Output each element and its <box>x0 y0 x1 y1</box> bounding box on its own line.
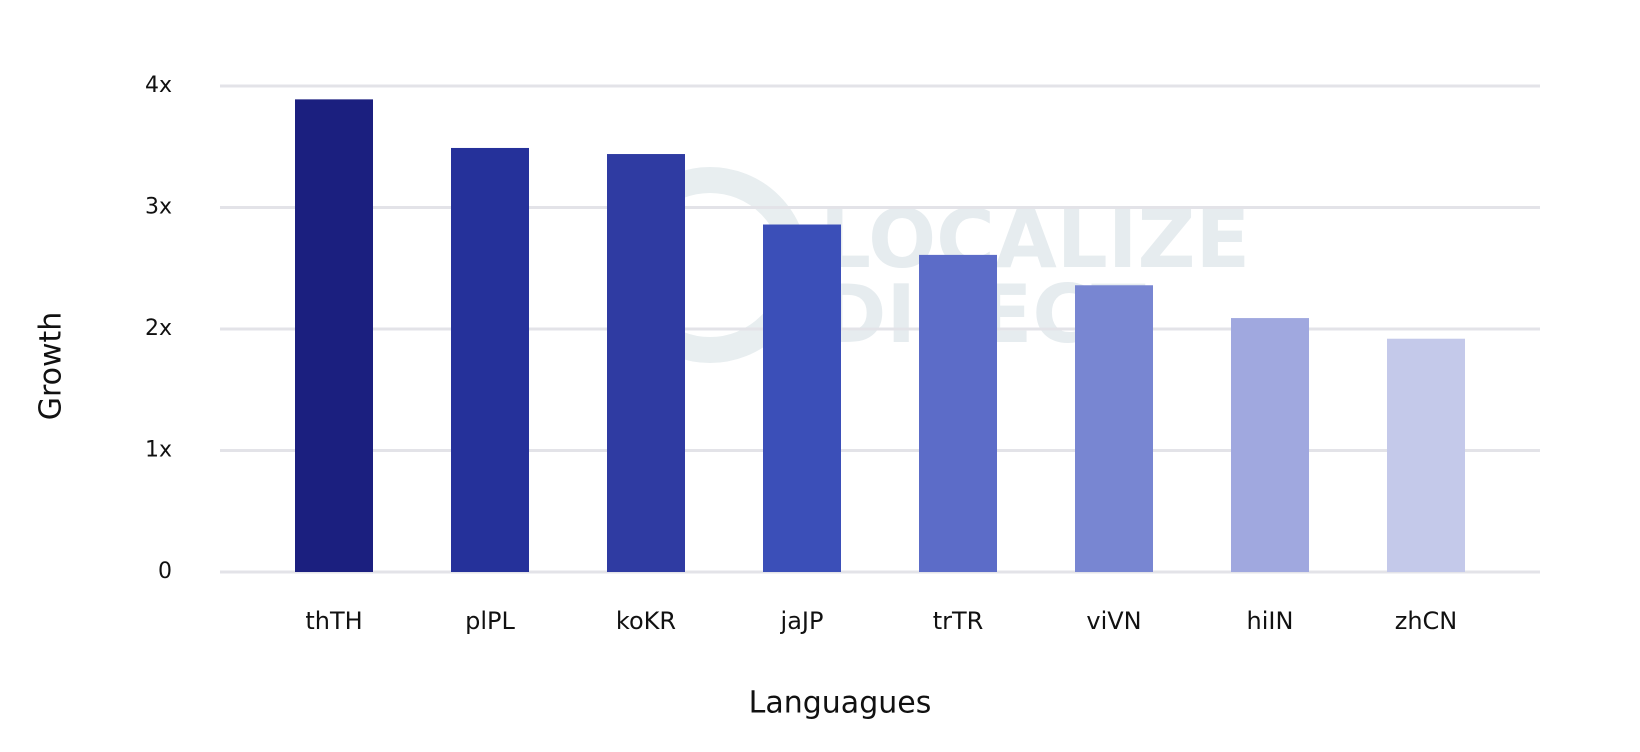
x-tick-label: zhCN <box>1395 607 1458 635</box>
bar <box>919 254 997 572</box>
x-axis-title: Languagues <box>749 686 932 721</box>
bar <box>607 154 685 573</box>
x-tick-label: koKR <box>616 607 676 635</box>
y-tick-label: 2x <box>145 316 172 341</box>
x-tick-label: thTH <box>305 607 362 635</box>
bar <box>763 224 841 572</box>
y-tick-label: 0 <box>158 559 172 584</box>
x-tick-label: plPL <box>465 607 515 635</box>
bar <box>451 147 529 572</box>
y-axis-title: Growth <box>34 312 69 421</box>
y-tick-label: 3x <box>145 195 172 220</box>
y-tick-label: 1x <box>145 438 172 463</box>
x-tick-label: jaJP <box>780 607 824 635</box>
bar <box>1075 285 1153 572</box>
x-tick-label: hiIN <box>1247 607 1294 635</box>
bar <box>1231 318 1309 572</box>
bar <box>1387 338 1465 572</box>
x-tick-label: trTR <box>933 607 984 635</box>
x-tick-label: viVN <box>1086 607 1141 635</box>
y-tick-label: 4x <box>145 73 172 98</box>
bar <box>295 99 373 573</box>
